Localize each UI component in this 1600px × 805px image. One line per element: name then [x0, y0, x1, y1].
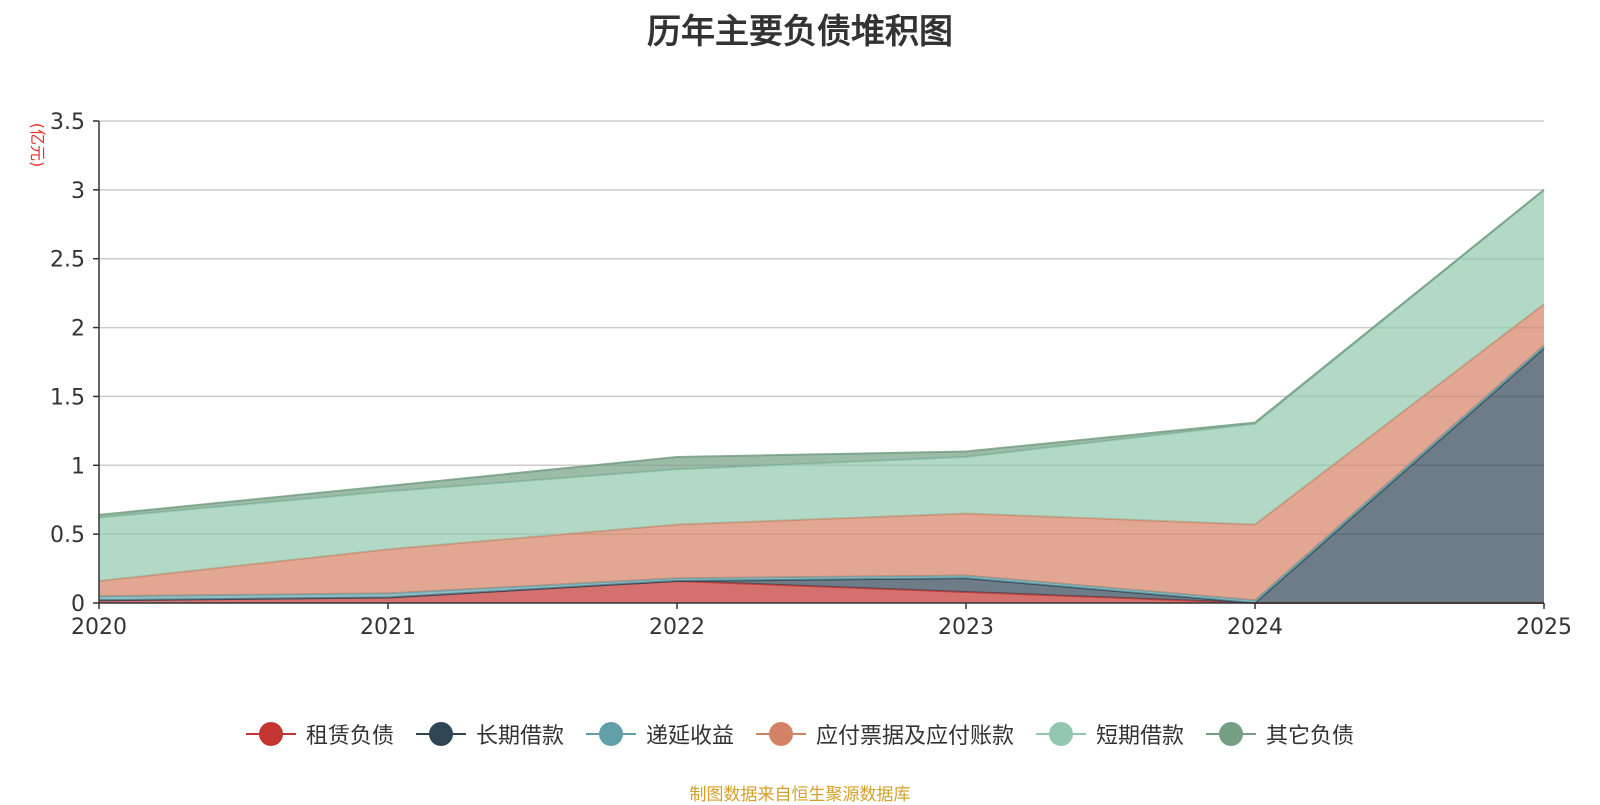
y-tick-label: 3.5 — [50, 110, 85, 135]
x-tick-label: 2021 — [360, 615, 416, 640]
legend-marker-icon — [245, 721, 296, 747]
legend-marker-icon — [585, 721, 636, 747]
legend-marker-icon — [1206, 721, 1257, 747]
area-series-2 — [99, 348, 1544, 603]
x-tick-label: 2024 — [1227, 615, 1283, 640]
source-note: 制图数据来自恒生聚源数据库 — [689, 785, 911, 805]
legend-item-2[interactable]: 长期借款 — [415, 718, 564, 750]
legend-item-4[interactable]: 应付票据及应付账款 — [756, 718, 1014, 750]
legend-marker-icon — [756, 721, 806, 747]
legend-label: 递延收益 — [645, 724, 734, 749]
y-tick-label: 2.5 — [50, 248, 85, 273]
y-tick-label: 1.5 — [50, 385, 85, 410]
legend-item-3[interactable]: 递延收益 — [585, 718, 734, 750]
legend-marker-icon — [1036, 721, 1087, 747]
legend-marker-icon — [415, 721, 466, 747]
chart-title: 历年主要负债堆积图 — [647, 12, 953, 52]
y-tick-label: 0.5 — [50, 523, 85, 548]
legend-label: 其它负债 — [1266, 724, 1355, 749]
x-tick-label: 2020 — [71, 615, 127, 640]
x-tick-label: 2022 — [649, 615, 705, 640]
y-tick-label: 2 — [71, 317, 85, 342]
legend-label: 短期借款 — [1096, 724, 1185, 749]
legend-item-1[interactable]: 租赁负债 — [245, 718, 394, 750]
legend-label: 应付票据及应付账款 — [816, 724, 1015, 749]
area-series-4 — [99, 304, 1544, 601]
area-series-5 — [99, 189, 1544, 581]
y-axis-label: (亿元) — [28, 123, 47, 168]
legend: 租赁负债 长期借款 递延收益 应付票据及应付账款 短期借款 其它负债 — [0, 718, 1600, 750]
area-series-1 — [99, 580, 1544, 603]
y-tick-label: 3 — [71, 179, 85, 204]
x-tick-label: 2023 — [938, 615, 994, 640]
x-tick-label: 2025 — [1516, 615, 1572, 640]
series-line-6 — [98, 189, 1545, 516]
area-series — [98, 189, 1545, 605]
legend-label: 长期借款 — [475, 724, 564, 749]
axes: 0 0.5 1 1.5 2 2.5 3 3.5 2020 2021 2022 2023 2024 2025 — [50, 110, 1572, 640]
y-tick-label: 0 — [71, 592, 85, 617]
legend-label: 租赁负债 — [305, 724, 394, 749]
y-tick-label: 1 — [71, 454, 85, 479]
legend-item-5[interactable]: 短期借款 — [1036, 718, 1184, 750]
legend-item-6[interactable]: 其它负债 — [1206, 718, 1354, 750]
